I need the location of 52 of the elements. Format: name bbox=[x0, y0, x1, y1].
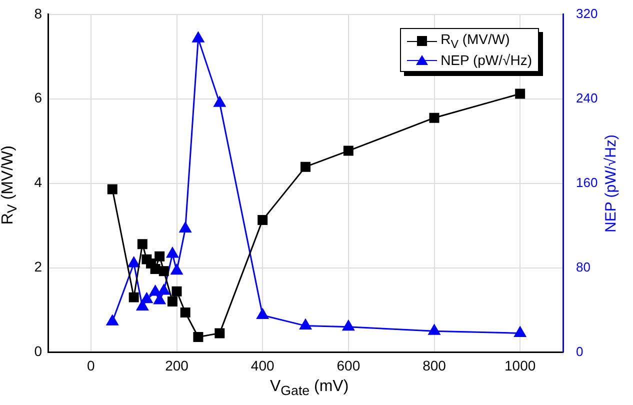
point bbox=[300, 319, 312, 330]
y2-tick-label: 0 bbox=[576, 344, 584, 359]
y2-tick-label: 320 bbox=[576, 6, 598, 21]
point bbox=[179, 222, 192, 232]
x-tick-label: 600 bbox=[336, 357, 360, 374]
legend-label: R$_{V}$ (MV/W) bbox=[440, 30, 510, 50]
y-tick-label: 0 bbox=[34, 343, 42, 360]
point bbox=[214, 96, 226, 107]
point bbox=[150, 264, 160, 274]
point bbox=[170, 264, 183, 275]
y-tick-label: 2 bbox=[34, 258, 42, 275]
point bbox=[258, 215, 268, 226]
x-tick-label: 0 bbox=[87, 357, 96, 374]
legend-label: NEP (pW/√Hz) bbox=[440, 52, 532, 68]
point bbox=[214, 328, 225, 338]
point bbox=[107, 184, 118, 194]
x-tick-label: 800 bbox=[422, 357, 446, 374]
point bbox=[154, 251, 165, 262]
point bbox=[256, 308, 269, 320]
point bbox=[180, 308, 190, 318]
point bbox=[158, 284, 170, 295]
point bbox=[193, 332, 204, 342]
point bbox=[140, 292, 153, 304]
point bbox=[172, 286, 182, 296]
point bbox=[149, 285, 162, 296]
point bbox=[137, 239, 148, 250]
point bbox=[429, 112, 440, 123]
y-tick-label: 4 bbox=[34, 174, 42, 190]
point bbox=[428, 324, 440, 335]
x-tick-label: 200 bbox=[165, 357, 189, 374]
point bbox=[158, 266, 169, 276]
y2-tick-label: 160 bbox=[576, 174, 598, 190]
point bbox=[128, 292, 139, 302]
y-tick-label: 6 bbox=[34, 90, 42, 106]
x-axis-title: V$_{Gate}$ (mV) bbox=[270, 378, 349, 398]
y2-tick-label: 240 bbox=[576, 90, 598, 106]
point bbox=[192, 32, 204, 42]
point bbox=[167, 296, 178, 307]
point bbox=[166, 247, 178, 258]
point bbox=[136, 300, 148, 311]
y2-tick-label: 80 bbox=[576, 259, 590, 274]
point bbox=[128, 256, 140, 268]
point bbox=[300, 162, 310, 172]
point bbox=[515, 88, 526, 99]
y-tick-label: 8 bbox=[34, 5, 42, 22]
y2-axis-title: NEP (pW/√Hz) bbox=[602, 134, 620, 232]
x-tick-label: 1000 bbox=[504, 357, 536, 374]
point bbox=[342, 320, 354, 331]
point bbox=[106, 314, 118, 326]
x-tick-label: 400 bbox=[250, 357, 274, 374]
point bbox=[514, 326, 526, 337]
point bbox=[343, 146, 354, 156]
